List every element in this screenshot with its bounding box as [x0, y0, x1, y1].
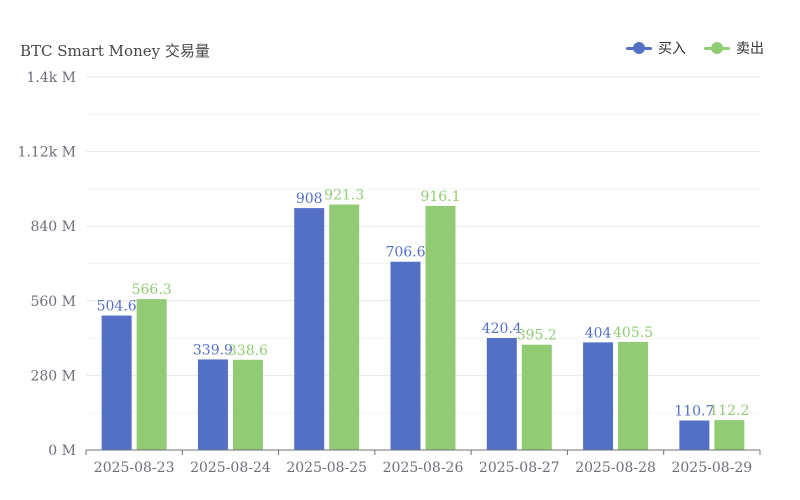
- bar-label-buy: 706.6: [385, 245, 425, 261]
- legend-label-buy: 买入: [658, 41, 686, 57]
- bar-label-sell: 112.2: [709, 403, 749, 419]
- bar-label-buy: 504.6: [97, 299, 137, 315]
- legend-label-sell: 卖出: [736, 41, 764, 57]
- bar-label-buy: 339.9: [193, 342, 233, 358]
- x-tick-label: 2025-08-26: [383, 460, 464, 476]
- bar-sell[interactable]: [136, 299, 167, 450]
- x-tick-label: 2025-08-27: [479, 460, 560, 476]
- bar-label-sell: 916.1: [420, 189, 460, 205]
- x-tick-label: 2025-08-25: [286, 460, 367, 476]
- bar-label-buy: 908: [296, 191, 323, 207]
- bar-label-sell: 566.3: [132, 282, 172, 298]
- grid-lines: [86, 76, 760, 414]
- y-tick-label: 1.12k M: [18, 145, 76, 161]
- chart-title: BTC Smart Money 交易量: [20, 42, 210, 60]
- bar-label-sell: 921.3: [324, 188, 364, 204]
- bar-buy[interactable]: [294, 208, 325, 450]
- bar-sell[interactable]: [618, 341, 649, 450]
- y-tick-label: 1.4k M: [26, 70, 76, 86]
- bar-buy[interactable]: [679, 420, 710, 450]
- x-tick-label: 2025-08-23: [94, 460, 175, 476]
- bar-buy[interactable]: [390, 261, 421, 450]
- x-tick-label: 2025-08-28: [575, 460, 656, 476]
- y-tick-label: 280 M: [30, 368, 76, 384]
- y-tick-label: 840 M: [30, 219, 76, 235]
- bar-label-sell: 395.2: [517, 328, 557, 344]
- legend-buy-marker-icon: [626, 42, 652, 54]
- bar-sell[interactable]: [521, 344, 552, 450]
- bar-label-sell: 405.5: [613, 325, 653, 341]
- legend-item-buy[interactable]: 买入: [626, 38, 686, 58]
- bar-sell[interactable]: [425, 205, 456, 450]
- legend-sell-marker-icon: [704, 42, 730, 54]
- bar-buy[interactable]: [197, 359, 228, 450]
- x-tick-label: 2025-08-24: [190, 460, 271, 476]
- x-tick-label: 2025-08-29: [671, 460, 752, 476]
- bar-label-buy: 420.4: [482, 321, 522, 337]
- y-tick-label: 560 M: [30, 294, 76, 310]
- bar-label-sell: 338.6: [228, 343, 268, 359]
- bar-label-buy: 110.7: [674, 404, 714, 420]
- x-axis: 2025-08-23 2025-08-24 2025-08-25 2025-08-26…: [85, 449, 761, 476]
- bar-sell[interactable]: [329, 204, 360, 450]
- y-axis-ticks: 0 M 280 M 560 M 840 M 1.12k M 1.4k M: [18, 70, 76, 459]
- bar-buy[interactable]: [583, 342, 614, 450]
- bar-buy[interactable]: [486, 337, 517, 450]
- bar-label-buy: 404: [585, 325, 612, 341]
- bar-sell[interactable]: [232, 359, 263, 450]
- y-tick-label: 0 M: [48, 443, 76, 459]
- legend-item-sell[interactable]: 卖出: [704, 38, 764, 58]
- bars: [101, 204, 745, 450]
- bar-buy[interactable]: [101, 315, 132, 450]
- legend: 买入 卖出: [626, 38, 764, 58]
- bar-sell[interactable]: [714, 420, 745, 450]
